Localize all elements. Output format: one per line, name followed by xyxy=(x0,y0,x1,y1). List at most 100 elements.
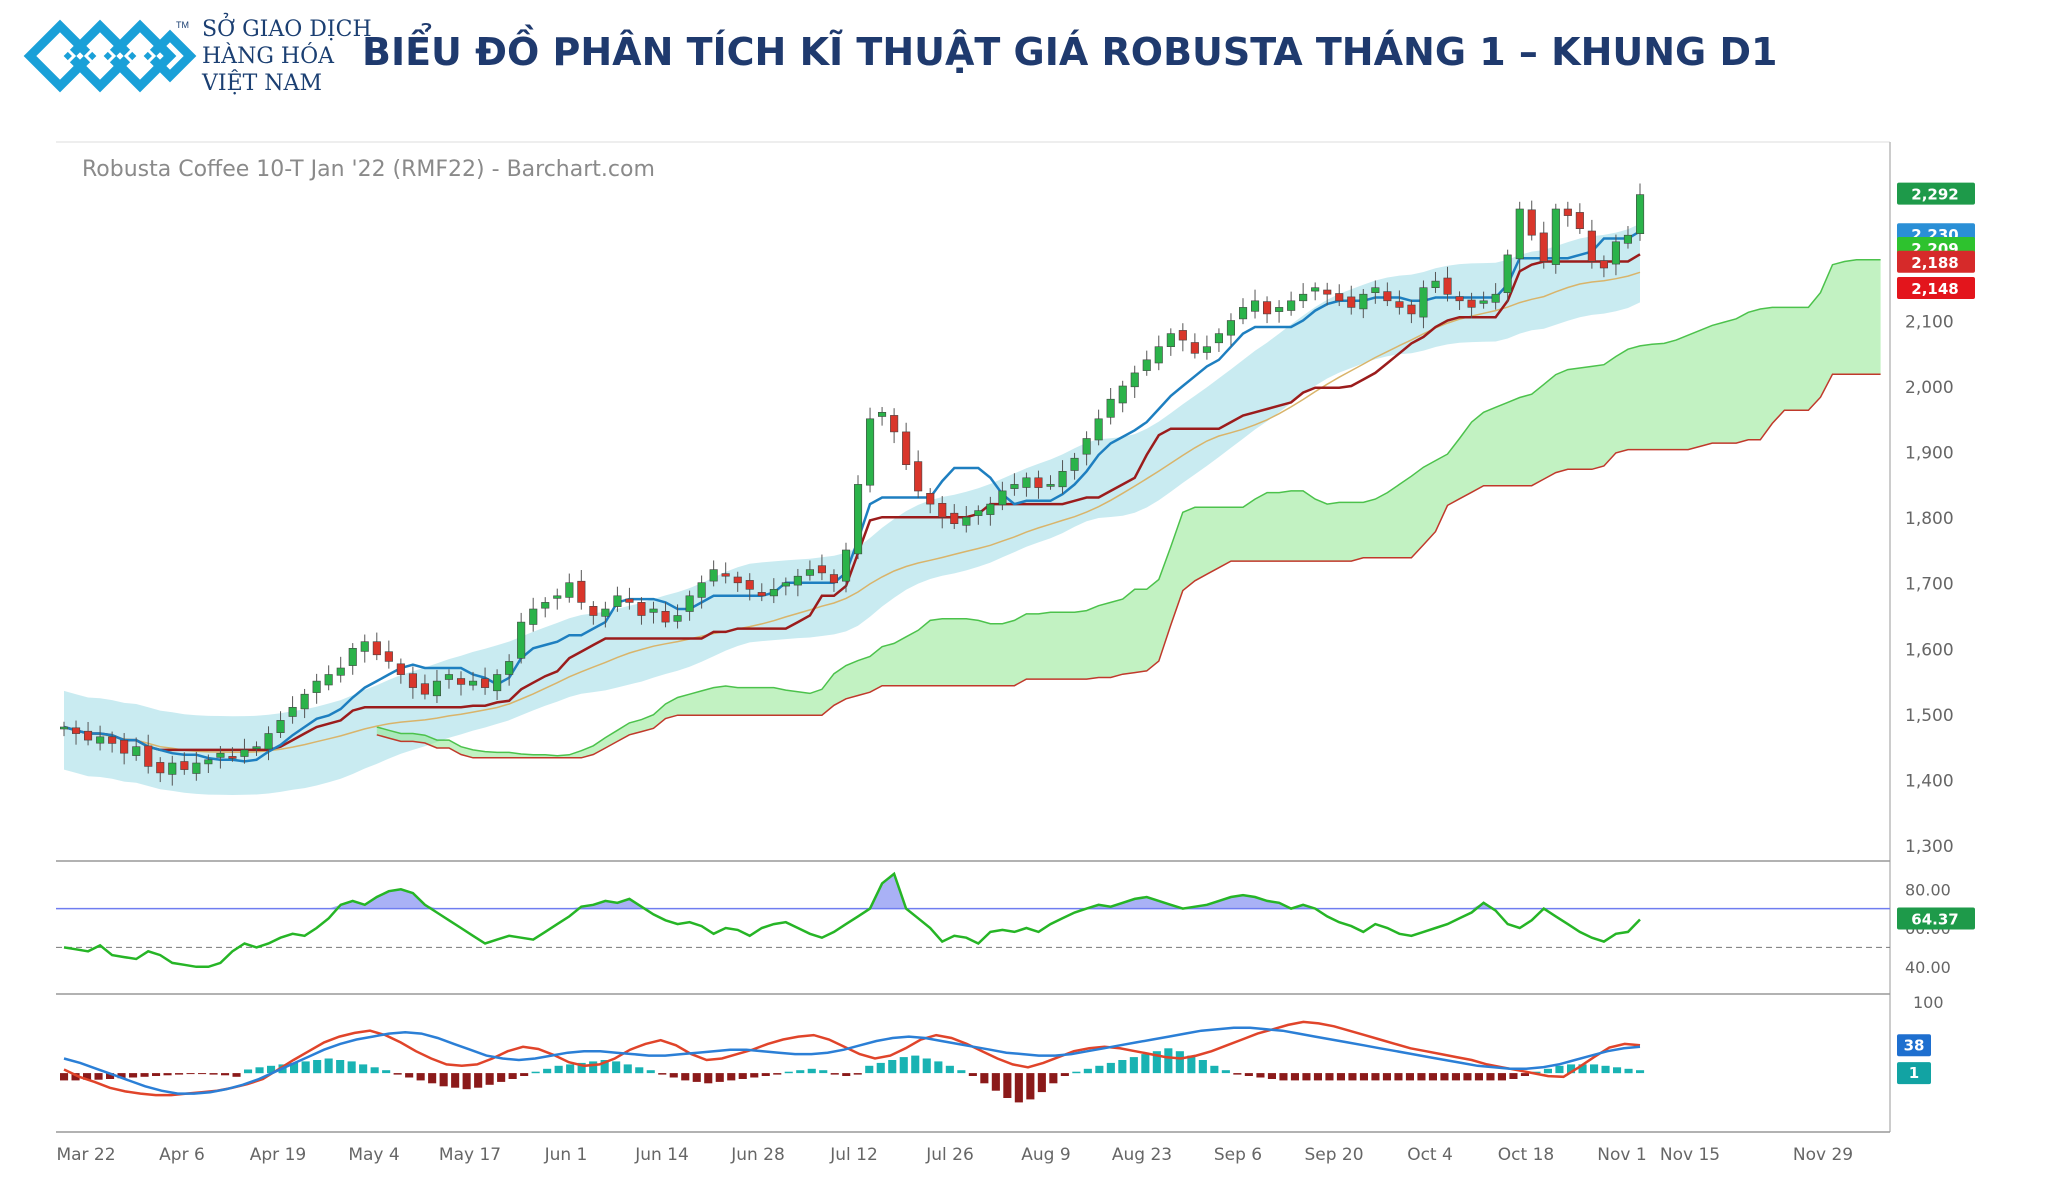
price-badge-label: 2,292 xyxy=(1911,186,1958,204)
rsi-overbought-fill xyxy=(64,873,1640,909)
candle-body xyxy=(1575,212,1584,230)
x-axis: Mar 22 Apr 6 Apr 19 May 4 May 17 Jun 1 Jun 14 J… xyxy=(56,1145,1853,1165)
kijun-line xyxy=(63,253,1641,752)
macd-histogram-bar xyxy=(1244,1073,1253,1076)
rsi-line xyxy=(63,871,1641,969)
x-tick-label: Aug 23 xyxy=(1112,1145,1172,1165)
macd-histogram-bar xyxy=(1578,1064,1587,1074)
price-badge-label: 2,188 xyxy=(1911,254,1958,272)
candle-body xyxy=(1611,241,1620,265)
candle-body xyxy=(541,602,550,609)
macd-histogram-bar xyxy=(566,1064,575,1074)
macd-histogram-bar xyxy=(520,1073,529,1076)
candle-body xyxy=(1106,398,1115,418)
price-badge-box xyxy=(1897,250,1975,273)
candle-body xyxy=(72,727,81,734)
candle-body xyxy=(1395,301,1404,308)
x-tick-label: Nov 29 xyxy=(1793,1145,1853,1165)
macd-histogram-bar xyxy=(1014,1073,1023,1103)
x-tick-label: Sep 20 xyxy=(1304,1145,1363,1165)
candle-body xyxy=(444,674,454,680)
candle-body xyxy=(565,582,574,598)
macd-histogram-bar xyxy=(1095,1065,1104,1074)
macd-histogram-bar xyxy=(117,1073,126,1079)
candle-body xyxy=(1419,287,1428,318)
macd-histogram-bar xyxy=(899,1057,908,1074)
macd-histogram-bar xyxy=(945,1065,954,1074)
candle-body xyxy=(1154,346,1163,364)
macd-histogram-bar xyxy=(1267,1073,1276,1079)
ichimoku-span-a xyxy=(376,259,1881,757)
macd-histogram-bar xyxy=(531,1071,540,1074)
candle-body xyxy=(1118,385,1127,404)
macd-histogram-bar xyxy=(1463,1073,1472,1081)
candle-body xyxy=(926,492,935,505)
candle-body xyxy=(829,574,839,584)
candle-body xyxy=(1623,234,1632,244)
candle-body xyxy=(998,490,1007,506)
macd-histogram-bar xyxy=(704,1073,713,1084)
price-chart: Robusta Coffee 10-T Jan '22 (RMF22) - Ba… xyxy=(56,141,1975,1165)
macd-histogram-bar xyxy=(635,1067,644,1074)
macd-histogram-bar xyxy=(1302,1073,1311,1081)
price-badge-box xyxy=(1897,277,1975,299)
candle-body xyxy=(1527,209,1536,236)
macd-histogram-bar xyxy=(876,1062,885,1074)
candle-body xyxy=(1034,477,1043,488)
candle-body xyxy=(1563,208,1572,216)
candle-body xyxy=(709,569,718,582)
macd-histogram-bar xyxy=(1060,1073,1069,1076)
macd-histogram-bar xyxy=(1083,1068,1092,1074)
macd-histogram-bar xyxy=(1141,1054,1150,1074)
macd-histogram-bar xyxy=(1359,1073,1368,1081)
x-tick-label: Nov 1 xyxy=(1597,1145,1646,1165)
macd-histogram-bar xyxy=(1440,1073,1449,1081)
candle-body xyxy=(1251,300,1260,312)
macd-histogram-bar xyxy=(1382,1073,1391,1081)
candle-body xyxy=(685,595,694,612)
candle-body xyxy=(264,733,273,750)
candle-body xyxy=(733,576,742,584)
macd-histogram-bar xyxy=(1129,1057,1138,1074)
candle-body xyxy=(673,615,682,622)
rsi-last-badge-box xyxy=(1897,907,1975,930)
x-tick-label: Sep 6 xyxy=(1214,1145,1262,1165)
organization-line-1: SỞ GIAO DỊCH xyxy=(202,17,372,42)
macd-histogram-bar xyxy=(175,1073,184,1075)
macd-badge-label: 38 xyxy=(1904,1036,1925,1054)
candle-body xyxy=(480,678,490,688)
price-tick-label: 1,600 xyxy=(1905,640,1954,660)
macd-histogram-bar xyxy=(508,1073,517,1079)
candle-body xyxy=(240,749,249,757)
candle-body xyxy=(144,745,153,767)
macd-histogram-bar xyxy=(612,1061,621,1074)
macd-histogram-bar xyxy=(773,1073,782,1075)
x-tick-label: Jun 1 xyxy=(544,1145,588,1165)
macd-histogram-bar xyxy=(1520,1073,1529,1076)
macd-histogram-bar xyxy=(1601,1065,1610,1074)
macd-histogram-bar xyxy=(439,1073,448,1087)
macd-histogram-bar xyxy=(1394,1073,1403,1081)
price-tick-label: 1,500 xyxy=(1905,706,1954,726)
candle-body xyxy=(1467,299,1476,308)
macd-badge-box xyxy=(1897,1034,1931,1057)
candle-body xyxy=(360,641,369,652)
macd-histogram-bar xyxy=(922,1058,931,1074)
macd-histogram-bar xyxy=(1152,1051,1161,1074)
candle-body xyxy=(661,610,670,623)
macd-histogram-bar xyxy=(313,1060,322,1074)
price-tick-label: 2,000 xyxy=(1905,378,1954,398)
candle-body xyxy=(865,418,875,486)
ichimoku-span-b xyxy=(376,373,1881,759)
macd-histogram-bar xyxy=(405,1073,414,1078)
candle-body xyxy=(432,680,442,697)
candle-body xyxy=(1082,438,1091,455)
macd-histogram-bar xyxy=(1543,1068,1552,1074)
macd-histogram-bar xyxy=(1164,1048,1173,1074)
macd-histogram-bar xyxy=(1072,1071,1081,1074)
candle-body xyxy=(986,503,995,515)
candle-body xyxy=(1299,293,1308,302)
candle-body xyxy=(300,693,309,710)
candle-body xyxy=(1202,346,1211,353)
